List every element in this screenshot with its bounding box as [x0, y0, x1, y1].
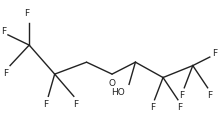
Text: F: F [73, 100, 78, 109]
Text: F: F [212, 49, 217, 58]
Text: F: F [1, 27, 6, 36]
Text: F: F [150, 103, 155, 112]
Text: F: F [177, 103, 183, 112]
Text: F: F [44, 100, 49, 109]
Text: O: O [109, 79, 116, 88]
Text: F: F [3, 69, 8, 78]
Text: F: F [25, 9, 30, 18]
Text: HO: HO [111, 88, 125, 97]
Text: F: F [180, 91, 185, 100]
Text: F: F [207, 91, 212, 100]
